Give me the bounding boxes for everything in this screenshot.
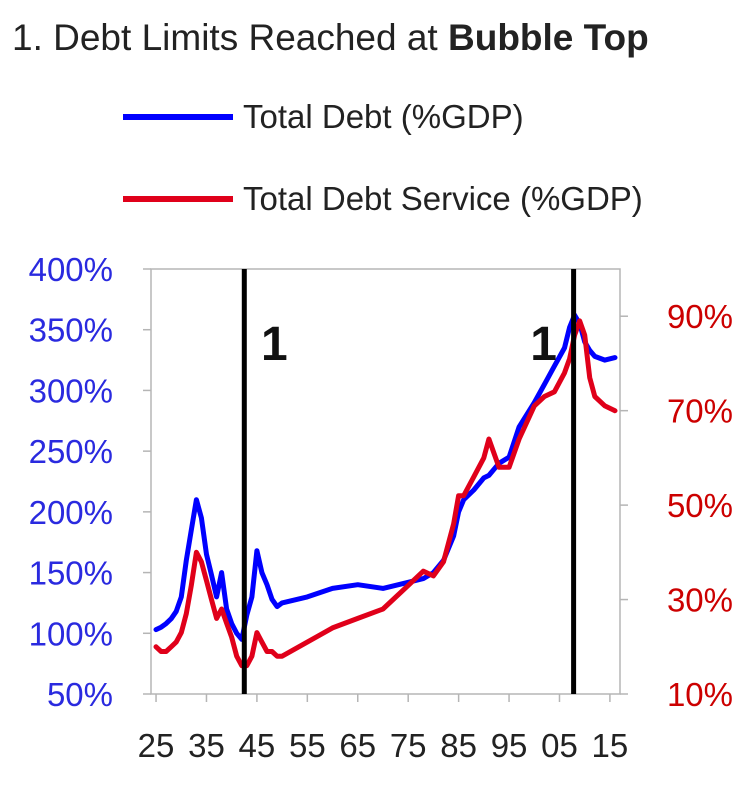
x-tick-label: 85 <box>440 727 477 764</box>
series-line-debt-service <box>153 318 618 669</box>
right-tick-label: 70% <box>667 393 733 430</box>
left-tick-label: 150% <box>29 555 113 592</box>
x-axis: 25 35 45 55 65 75 85 95 05 15 <box>138 694 629 764</box>
x-tick-label: 05 <box>541 727 578 764</box>
series-layer <box>153 312 618 669</box>
x-tick-label: 75 <box>390 727 427 764</box>
chart-title-bold: Bubble Top <box>448 17 649 58</box>
bubble-top-marker-label: 1 <box>530 318 557 371</box>
left-tick-label: 250% <box>29 433 113 470</box>
legend-label-debt-service: Total Debt Service (%GDP) <box>243 180 643 217</box>
right-tick-label: 50% <box>667 487 733 524</box>
right-tick-label: 10% <box>667 676 733 713</box>
right-tick-label: 30% <box>667 582 733 619</box>
left-tick-label: 200% <box>29 494 113 531</box>
chart-title: 1. Debt Limits Reached at Bubble Top <box>12 17 649 58</box>
left-tick-label: 100% <box>29 615 113 652</box>
left-tick-label: 300% <box>29 372 113 409</box>
x-tick-label: 35 <box>188 727 225 764</box>
x-tick-label: 45 <box>239 727 276 764</box>
x-tick-label: 25 <box>138 727 175 764</box>
x-tick-label: 65 <box>339 727 376 764</box>
legend-label-total-debt: Total Debt (%GDP) <box>243 98 524 135</box>
chart-title-prefix: 1. Debt Limits Reached at <box>12 17 448 58</box>
left-axis: 50% 100% 150% 200% 250% 300% 350% 400% <box>29 251 151 713</box>
series-line-total-debt <box>153 312 618 642</box>
right-axis: 10% 30% 50% 70% 90% <box>620 298 733 713</box>
plot-area <box>150 268 621 695</box>
x-tick-label: 55 <box>289 727 326 764</box>
left-tick-label: 350% <box>29 312 113 349</box>
bubble-top-marker-label: 1 <box>261 318 288 371</box>
x-tick-label: 15 <box>592 727 629 764</box>
left-tick-label: 50% <box>47 676 113 713</box>
left-tick-label: 400% <box>29 251 113 288</box>
legend: Total Debt (%GDP) Total Debt Service (%G… <box>123 98 643 217</box>
right-tick-label: 90% <box>667 298 733 335</box>
x-tick-label: 95 <box>491 727 528 764</box>
